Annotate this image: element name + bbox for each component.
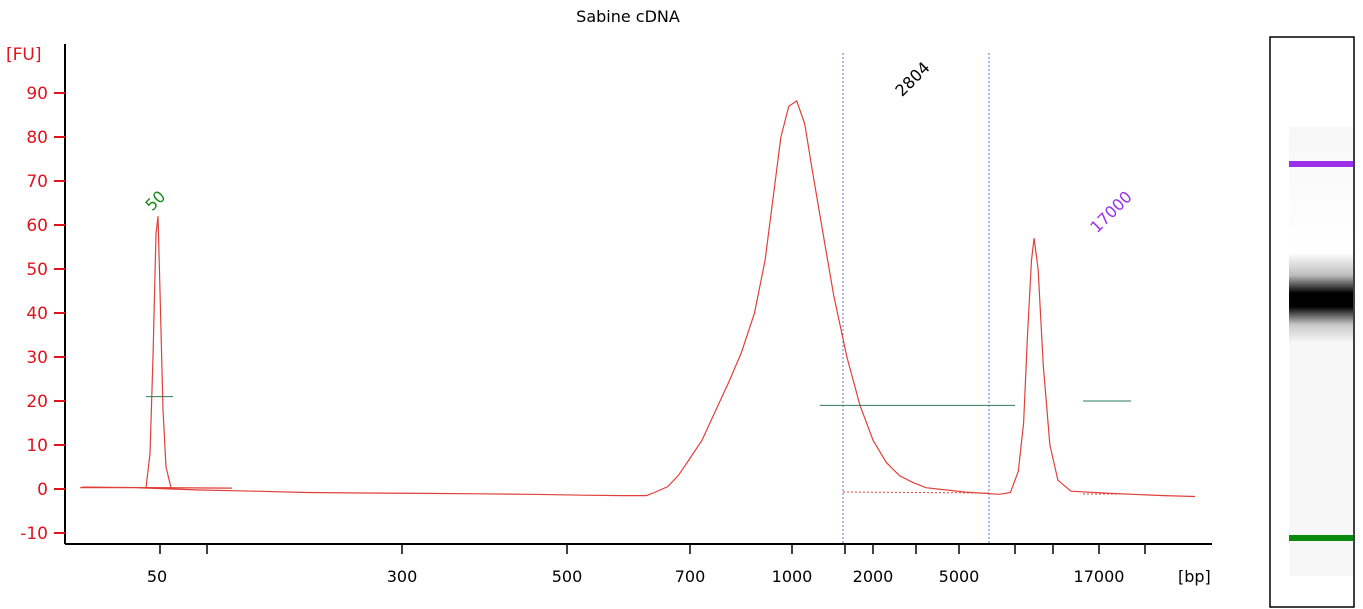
x-tick-label: 50 <box>147 567 167 586</box>
gel-lane <box>1269 36 1355 608</box>
y-tick-label: 20 <box>26 392 48 412</box>
x-tick-label: 500 <box>552 567 583 586</box>
peak-label: 17000 <box>1086 187 1135 236</box>
gel-band <box>1289 535 1353 541</box>
peak-label: 50 <box>141 187 169 215</box>
x-tick-label: 2000 <box>853 567 894 586</box>
gel-lane-body <box>1289 127 1353 576</box>
gel-band <box>1289 161 1353 167</box>
y-tick-label: 60 <box>26 216 48 236</box>
x-tick-label: 17000 <box>1074 567 1125 586</box>
peak-baseline <box>842 491 990 494</box>
y-tick-label: -10 <box>20 524 48 544</box>
signal-trace <box>80 99 1196 498</box>
plot-area: -10 0 10 20 30 40 50 60 70 80 90 50 300 500 700 1000 200… <box>20 44 1212 586</box>
y-tick-label: 30 <box>26 348 48 368</box>
chart-title: Sabine cDNA <box>576 7 680 26</box>
x-axis-label: [bp] <box>1178 567 1211 586</box>
y-tick-label: 70 <box>26 172 48 192</box>
x-tick-label: 700 <box>675 567 706 586</box>
y-tick-label: 10 <box>26 436 48 456</box>
y-axis-label: [FU] <box>6 45 42 65</box>
y-tick-label: 90 <box>26 84 48 104</box>
y-tick-label: 80 <box>26 128 48 148</box>
y-tick-label: 40 <box>26 304 48 324</box>
x-tick-label: 300 <box>387 567 418 586</box>
peak-label: 2804 <box>891 58 933 100</box>
x-tick-label: 5000 <box>939 567 980 586</box>
y-tick-label: 0 <box>37 480 48 500</box>
y-tick-label: 50 <box>26 260 48 280</box>
x-tick-label: 1000 <box>772 567 813 586</box>
